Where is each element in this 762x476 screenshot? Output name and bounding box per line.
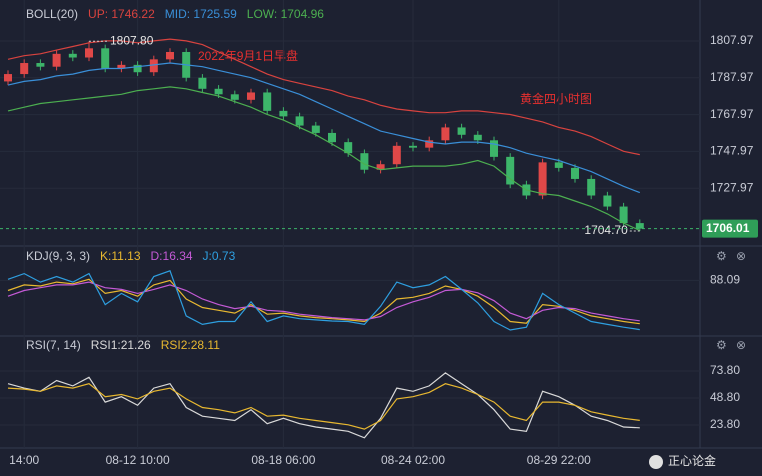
legend-entry: D:16.34 [151, 249, 193, 263]
chart-subtitle: 黄金四小时图 [520, 91, 592, 106]
current-price-label: 1706.01 [706, 221, 750, 235]
candle-body [619, 206, 628, 224]
settings-icon[interactable]: ⚙ [716, 249, 727, 263]
candle-body [214, 88, 223, 95]
candle-body [68, 53, 77, 58]
x-tick-label: 08-18 06:00 [251, 453, 315, 467]
x-tick-label: 08-12 10:00 [106, 453, 170, 467]
candle-body [360, 153, 369, 170]
y-tick-label: 88.09 [710, 273, 740, 287]
candle-body [392, 145, 401, 165]
candle-body [36, 63, 45, 67]
candle-body [263, 92, 272, 111]
y-tick-label: 48.80 [710, 390, 740, 404]
legend-entry: BOLL(20) [26, 7, 78, 21]
y-tick-label: 1727.97 [710, 180, 754, 194]
candle-body [295, 116, 304, 126]
candle-body [4, 74, 12, 82]
candle-body [20, 63, 29, 75]
x-tick-label: 08-24 02:00 [381, 453, 445, 467]
legend-entry: MID: 1725.59 [165, 7, 237, 21]
settings-icon[interactable]: ⚙ [716, 338, 727, 352]
y-tick-label: 1787.97 [710, 70, 754, 84]
candle-body [506, 156, 515, 185]
y-tick-label: 1747.97 [710, 144, 754, 158]
y-tick-label: 73.80 [710, 363, 740, 377]
candle-body [490, 140, 498, 157]
indicator-line [7, 270, 640, 331]
candle-body [311, 125, 320, 133]
close-icon[interactable]: ⊗ [736, 249, 746, 263]
candle-body [198, 77, 207, 89]
current-price-box [702, 219, 758, 238]
legend-entry: K:11.13 [100, 249, 141, 263]
indicator-line [7, 372, 640, 439]
x-tick-label: 14:00 [9, 453, 39, 467]
chart-title: 2022年9月1日早盘 [198, 48, 298, 63]
candle-body [376, 164, 385, 170]
candle-body [538, 162, 547, 196]
indicator-line [7, 281, 640, 322]
legend-entry: J:0.73 [203, 249, 236, 263]
x-tick-label: 08-29 22:00 [527, 453, 591, 467]
candle-body [133, 64, 142, 73]
legend-entry: KDJ(9, 3, 3) [26, 249, 90, 263]
candle-body [409, 145, 417, 148]
candle-body [425, 140, 434, 148]
legend-entry: RSI(7, 14) [26, 338, 81, 352]
candle-body [587, 178, 596, 196]
candle-body [166, 51, 174, 60]
candle-body [328, 132, 336, 143]
indicator-line [7, 86, 641, 232]
y-tick-label: 23.80 [710, 417, 740, 431]
legend-entry: UP: 1746.22 [88, 7, 155, 21]
candle-body [457, 127, 466, 135]
candle-body [571, 167, 579, 179]
candle-body [230, 94, 239, 100]
candle-body [149, 59, 158, 73]
indicator-line [7, 383, 640, 430]
candle-body [85, 48, 93, 58]
candle-body [603, 195, 612, 207]
candle-body [554, 162, 563, 168]
annotation-label: 1807.80 [110, 33, 154, 47]
indicator-line [7, 62, 641, 194]
annotation-label: 1704.70 [584, 223, 628, 237]
legend-entry: LOW: 1704.96 [247, 7, 324, 21]
candle-body [117, 64, 126, 69]
legend-entry: RSI2:28.11 [161, 338, 220, 352]
y-tick-label: 1767.97 [710, 107, 754, 121]
brand-icon [649, 455, 663, 469]
candle-body [247, 92, 255, 100]
watermark: 正心论金 [668, 453, 716, 468]
candle-body [441, 127, 450, 141]
indicator-line [7, 38, 640, 156]
y-tick-label: 1807.97 [710, 33, 754, 47]
candle-body [473, 134, 482, 141]
candle-body [635, 223, 644, 229]
candle-body [52, 53, 61, 67]
candle-body [101, 48, 110, 69]
close-icon[interactable]: ⊗ [736, 338, 746, 352]
legend-entry: RSI1:21.26 [91, 338, 151, 352]
candle-body [279, 110, 288, 117]
candle-body [344, 142, 353, 154]
